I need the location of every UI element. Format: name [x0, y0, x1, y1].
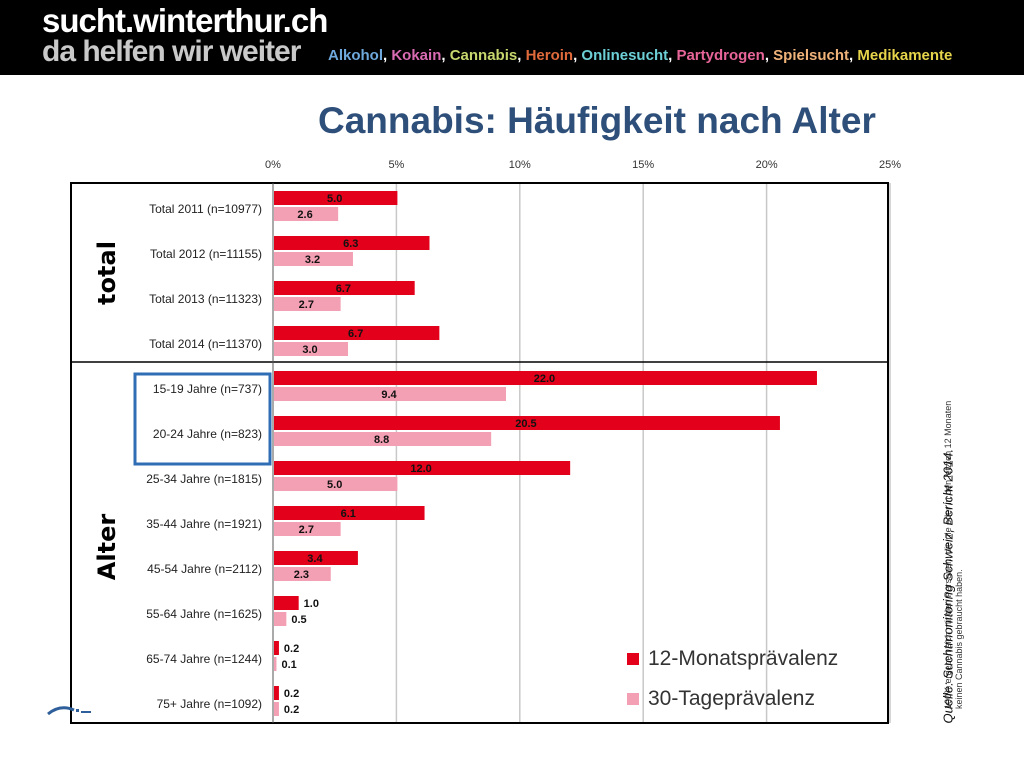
bar-12-monate: [274, 371, 817, 385]
bar-12-monate: [274, 416, 780, 430]
data-label: 9.4: [381, 389, 397, 401]
data-label: 2.6: [297, 209, 312, 221]
category-label: Total 2014 (n=11370): [149, 337, 262, 351]
data-label: 3.4: [307, 553, 323, 565]
topic-link-medikamente[interactable]: Medikamente: [857, 47, 953, 64]
topic-separator: ,: [764, 47, 774, 64]
logo-icon: [47, 706, 91, 716]
data-label: 0.2: [284, 704, 299, 716]
brand-slogan: da helfen wir weiter: [42, 35, 301, 68]
bar-30-tage: [274, 207, 339, 221]
data-label: 6.7: [336, 283, 351, 295]
bar-30-tage: [274, 432, 492, 446]
source-citation: Quelle: Suchtmonitoring Schweiz, Bericht…: [940, 448, 956, 724]
category-label: Total 2012 (n=11155): [150, 247, 262, 261]
legend-label-30-tage: 30-Tageprävalenz: [648, 687, 815, 710]
site-header: sucht.winterthur.ch da helfen wir weiter…: [0, 0, 1024, 75]
chart-frame: [70, 182, 889, 724]
category-label: 45-54 Jahre (n=2112): [147, 562, 262, 576]
group-label-alter: Alter: [93, 513, 121, 581]
bar-12-monate: [274, 236, 430, 250]
bar-30-tage: [274, 702, 279, 716]
bar-12-monate: [274, 461, 571, 475]
topic-link-spielsucht[interactable]: Spielsucht: [773, 47, 850, 64]
bar-12-monate: [274, 551, 358, 565]
category-label: 55-64 Jahre (n=1625): [146, 607, 262, 621]
topic-link-alkohol[interactable]: Alkohol: [328, 47, 383, 64]
x-tick-label: 10%: [509, 159, 531, 171]
bar-30-tage: [274, 567, 331, 581]
data-label: 6.1: [341, 508, 356, 520]
page-title: Cannabis: Häufigkeit nach Alter: [318, 100, 876, 141]
bar-12-monate: [274, 641, 279, 655]
data-label: 0.2: [284, 688, 299, 700]
bar-30-tage: [274, 612, 287, 626]
topic-link-kokain[interactable]: Kokain: [391, 47, 442, 64]
data-label: 12.0: [410, 463, 431, 475]
data-label: 22.0: [534, 373, 555, 385]
highlight-box: [133, 372, 272, 466]
category-label: 35-44 Jahre (n=1921): [146, 517, 262, 531]
bar-30-tage: [274, 297, 341, 311]
data-label: 2.7: [299, 299, 314, 311]
data-label: 1.0: [304, 598, 319, 610]
data-label: 0.2: [284, 643, 299, 655]
legend-swatch-12-monate: [627, 653, 639, 665]
x-tick-label: 5%: [388, 159, 404, 171]
bar-12-monate: [274, 326, 440, 340]
brand-url[interactable]: sucht.winterthur.ch: [42, 2, 328, 39]
bar-30-tage: [274, 522, 341, 536]
category-label: 75+ Jahre (n=1092): [157, 697, 262, 711]
bar-30-tage: [274, 252, 353, 266]
bar-12-monate: [274, 191, 398, 205]
topic-separator: ,: [517, 47, 526, 64]
topic-link-cannabis[interactable]: Cannabis: [449, 47, 518, 64]
legend-swatch-30-tage: [627, 693, 639, 705]
topic-separator: ,: [383, 47, 392, 64]
topic-link-heroin[interactable]: Heroin: [525, 47, 574, 64]
data-label: 3.0: [302, 344, 317, 356]
bar-30-tage: [274, 387, 506, 401]
legend-label-12-monate: 12-Monatsprävalenz: [648, 647, 839, 670]
data-label: 6.7: [348, 328, 363, 340]
category-label: 15-19 Jahre (n=737): [153, 382, 262, 396]
x-tick-label: 25%: [879, 159, 901, 171]
x-tick-label: 20%: [756, 159, 778, 171]
category-label: Total 2011 (n=10977): [149, 202, 262, 216]
bar-30-tage: [274, 477, 398, 491]
category-label: 20-24 Jahre (n=823): [153, 427, 262, 441]
bar-12-monate: [274, 596, 299, 610]
topic-separator: ,: [441, 47, 450, 64]
topic-link-onlinesucht[interactable]: Onlinesucht: [581, 47, 669, 64]
data-label: 2.7: [299, 524, 314, 536]
data-label: 0.5: [291, 614, 306, 626]
topic-nav: Alkohol, Kokain, Cannabis, Heroin, Onlin…: [328, 47, 952, 64]
bar-30-tage: [274, 657, 277, 671]
x-tick-label: 15%: [632, 159, 654, 171]
data-label: 5.0: [327, 479, 342, 491]
category-label: Total 2013 (n=11323): [149, 292, 262, 306]
topic-link-partydrogen[interactable]: Partydrogen: [676, 47, 765, 64]
bar-12-monate: [274, 281, 415, 295]
x-tick-label: 0%: [265, 159, 281, 171]
data-label: 2.3: [294, 569, 309, 581]
bar-30-tage: [274, 342, 349, 356]
data-label: 8.8: [374, 434, 389, 446]
bar-12-monate: [274, 686, 279, 700]
category-label: 25-34 Jahre (n=1815): [146, 472, 262, 486]
topic-separator: ,: [573, 47, 582, 64]
data-label: 6.3: [343, 238, 358, 250]
topic-separator: ,: [849, 47, 858, 64]
data-label: 0.1: [281, 659, 296, 671]
data-label: 3.2: [305, 254, 320, 266]
topic-separator: ,: [668, 47, 677, 64]
group-label-total: total: [93, 241, 121, 305]
data-label: 5.0: [327, 193, 342, 205]
category-label: 65-74 Jahre (n=1244): [146, 652, 262, 666]
data-label: 20.5: [515, 418, 536, 430]
bar-12-monate: [274, 506, 425, 520]
